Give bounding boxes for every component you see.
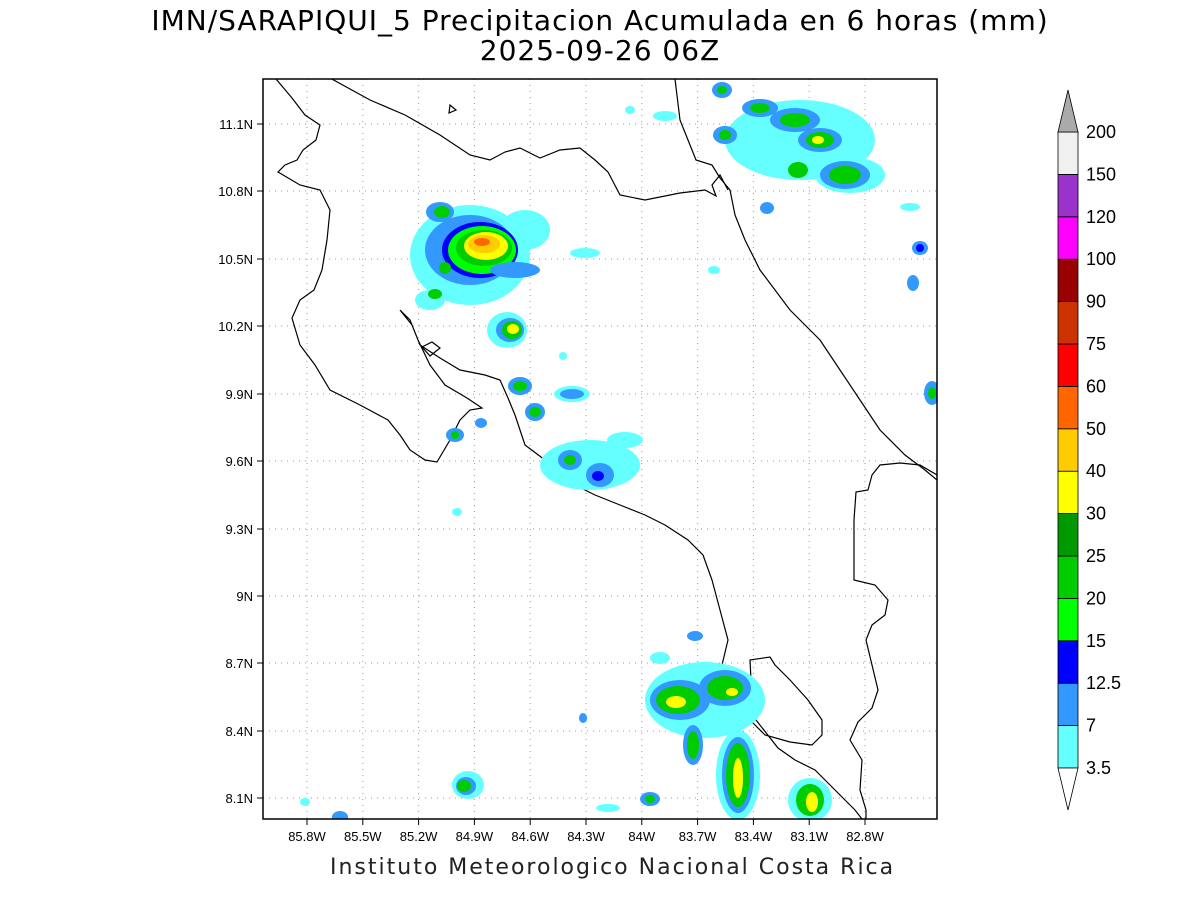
y-tick-label: 9N — [236, 589, 253, 604]
colorbar-level-label: 150 — [1086, 164, 1116, 184]
map-title: IMN/SARAPIQUI_5 Precipitacion Acumulada … — [151, 4, 1049, 37]
y-tick-label: 10.5N — [218, 252, 253, 267]
y-tick-label: 10.2N — [218, 319, 253, 334]
colorbar-swatch — [1057, 385, 1079, 430]
y-tick-label: 8.7N — [226, 656, 253, 671]
colorbar-swatch — [1057, 598, 1079, 642]
precipitation-field — [300, 82, 937, 819]
colorbar-swatch — [1057, 258, 1079, 303]
colorbar-legend: 3.5 7 12.5 15 20 25 30 40 50 60 75 90 100 120 150 200 — [1057, 89, 1121, 811]
x-tick-label: 84.9W — [456, 829, 494, 844]
x-tick-label: 83.4W — [735, 829, 773, 844]
colorbar-level-label: 20 — [1086, 588, 1106, 608]
y-tick-label: 9.6N — [226, 454, 253, 469]
colorbar-swatch — [1057, 682, 1079, 727]
colorbar-level-label: 40 — [1086, 461, 1106, 481]
colorbar-swatch — [1057, 640, 1079, 684]
x-tick-label: 85.8W — [288, 829, 326, 844]
colorbar-level-label: 25 — [1086, 546, 1106, 566]
map-frame — [262, 78, 938, 820]
colorbar-level-label: 30 — [1086, 504, 1106, 524]
y-tick-label: 11.1N — [219, 117, 253, 132]
colorbar-level-label: 90 — [1086, 292, 1106, 312]
colorbar-level-label: 75 — [1086, 334, 1106, 354]
colorbar-level-label: 200 — [1086, 122, 1116, 142]
colorbar-level-label: 12.5 — [1086, 673, 1121, 693]
longitude-axis: 85.8W 85.5W 85.2W 84.9W 84.6W 84.3W 84W 83.7W 83… — [288, 819, 885, 844]
colorbar-top-cap — [1057, 89, 1079, 133]
colorbar-swatch — [1057, 131, 1079, 175]
colorbar-swatch — [1057, 343, 1079, 387]
x-tick-label: 82.8W — [846, 829, 884, 844]
colorbar-swatch — [1057, 428, 1079, 472]
y-tick-label: 9.3N — [226, 522, 253, 537]
colorbar-level-label: 15 — [1086, 631, 1106, 651]
x-tick-label: 84W — [628, 829, 655, 844]
colorbar-bottom-cap — [1057, 767, 1079, 811]
x-tick-label: 85.5W — [344, 829, 382, 844]
y-tick-label: 8.1N — [226, 791, 253, 806]
colorbar-level-label: 120 — [1086, 207, 1116, 227]
y-tick-label: 8.4N — [226, 724, 253, 739]
coastlines — [275, 79, 937, 819]
colorbar-level-label: 50 — [1086, 419, 1106, 439]
x-tick-label: 84.3W — [567, 829, 605, 844]
map-subtitle-date: 2025-09-26 06Z — [479, 34, 721, 67]
colorbar-swatch — [1057, 555, 1079, 599]
colorbar-swatch — [1057, 513, 1079, 557]
colorbar-level-label: 7 — [1086, 716, 1096, 736]
x-tick-label: 83.1W — [790, 829, 828, 844]
colorbar-swatch — [1057, 216, 1079, 260]
latitude-axis: 11.1N 10.8N 10.5N 10.2N 9.9N 9.6N 9.3N 9N 8.7N 8.… — [218, 117, 263, 806]
colorbar-level-label: 3.5 — [1086, 758, 1111, 778]
colorbar-swatch — [1057, 725, 1079, 769]
colorbar-level-label: 60 — [1086, 376, 1106, 396]
x-tick-label: 84.6W — [511, 829, 549, 844]
y-tick-label: 10.8N — [218, 184, 253, 199]
footer-credit: Instituto Meteorologico Nacional Costa R… — [330, 855, 896, 880]
colorbar-swatch — [1057, 173, 1079, 218]
colorbar-swatch — [1057, 470, 1079, 515]
y-tick-label: 9.9N — [226, 387, 253, 402]
x-tick-label: 85.2W — [400, 829, 438, 844]
colorbar-swatch — [1057, 301, 1079, 345]
x-tick-label: 83.7W — [679, 829, 717, 844]
colorbar-level-label: 100 — [1086, 249, 1116, 269]
